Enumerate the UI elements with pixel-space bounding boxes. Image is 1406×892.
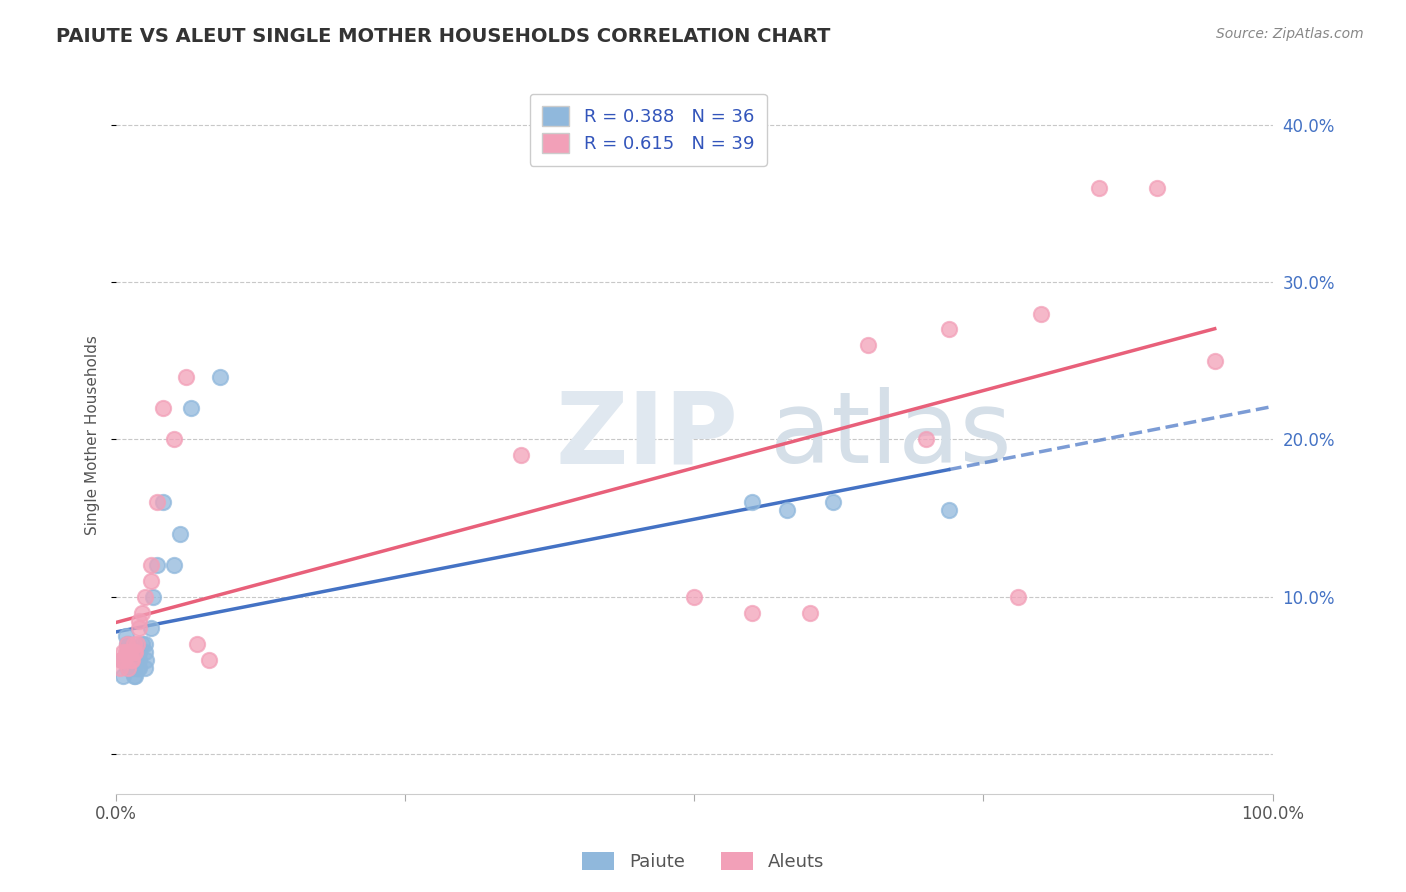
Point: [1088, 180, 1111, 194]
Point: [209, 369, 232, 384]
Point: [115, 637, 138, 651]
Point: [117, 637, 139, 651]
Point: [139, 621, 162, 635]
Point: [823, 495, 845, 509]
Point: [121, 653, 143, 667]
Point: [128, 645, 150, 659]
Text: ZIP: ZIP: [555, 387, 738, 484]
Point: [114, 645, 136, 659]
Point: [131, 606, 153, 620]
Point: [139, 574, 162, 589]
Point: [197, 653, 219, 667]
Point: [145, 558, 167, 573]
Point: [139, 558, 162, 573]
Point: [1031, 307, 1053, 321]
Point: [152, 495, 174, 509]
Point: [142, 590, 165, 604]
Point: [856, 338, 879, 352]
Point: [145, 495, 167, 509]
Point: [163, 433, 186, 447]
Legend: Paiute, Aleuts: Paiute, Aleuts: [575, 845, 831, 879]
Text: atlas: atlas: [769, 387, 1011, 484]
Point: [741, 495, 763, 509]
Point: [124, 645, 146, 659]
Point: [108, 661, 131, 675]
Point: [117, 645, 139, 659]
Point: [111, 653, 134, 667]
Point: [134, 590, 156, 604]
Point: [938, 322, 960, 336]
Point: [122, 668, 145, 682]
Point: [128, 661, 150, 675]
Point: [122, 645, 145, 659]
Point: [122, 661, 145, 675]
Point: [135, 653, 157, 667]
Point: [174, 369, 197, 384]
Point: [112, 645, 135, 659]
Point: [128, 614, 150, 628]
Point: [120, 645, 142, 659]
Point: [683, 590, 706, 604]
Point: [776, 503, 799, 517]
Point: [914, 433, 936, 447]
Point: [152, 401, 174, 415]
Point: [115, 637, 138, 651]
Point: [127, 637, 149, 651]
Point: [122, 645, 145, 659]
Point: [127, 661, 149, 675]
Point: [112, 668, 135, 682]
Point: [134, 661, 156, 675]
Legend: R = 0.388   N = 36, R = 0.615   N = 39: R = 0.388 N = 36, R = 0.615 N = 39: [530, 94, 766, 166]
Point: [127, 653, 149, 667]
Point: [124, 668, 146, 682]
Point: [1007, 590, 1029, 604]
Point: [186, 637, 208, 651]
Point: [117, 645, 139, 659]
Point: [110, 653, 132, 667]
Point: [122, 637, 145, 651]
Point: [741, 606, 763, 620]
Point: [938, 503, 960, 517]
Point: [169, 527, 191, 541]
Point: [131, 637, 153, 651]
Point: [120, 661, 142, 675]
Point: [114, 629, 136, 643]
Point: [134, 645, 156, 659]
Point: [112, 653, 135, 667]
Point: [120, 653, 142, 667]
Point: [134, 637, 156, 651]
Point: [180, 401, 202, 415]
Point: [163, 558, 186, 573]
Point: [799, 606, 821, 620]
Point: [125, 653, 148, 667]
Text: Source: ZipAtlas.com: Source: ZipAtlas.com: [1216, 27, 1364, 41]
Point: [510, 448, 533, 462]
Point: [128, 653, 150, 667]
Point: [1204, 353, 1226, 368]
Text: PAIUTE VS ALEUT SINGLE MOTHER HOUSEHOLDS CORRELATION CHART: PAIUTE VS ALEUT SINGLE MOTHER HOUSEHOLDS…: [56, 27, 831, 45]
Point: [120, 653, 142, 667]
Point: [128, 621, 150, 635]
Point: [117, 661, 139, 675]
Point: [1146, 180, 1168, 194]
Y-axis label: Single Mother Households: Single Mother Households: [86, 335, 100, 535]
Point: [117, 661, 139, 675]
